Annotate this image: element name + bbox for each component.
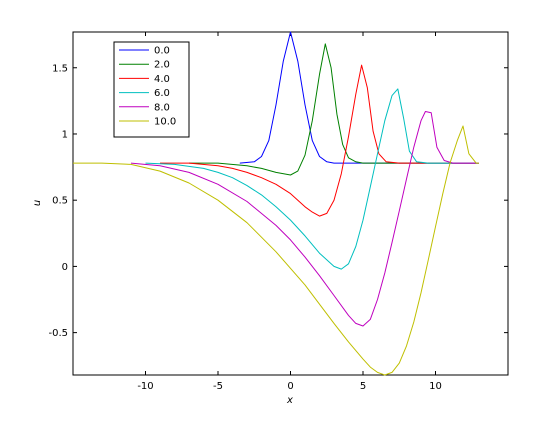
x-tick-label: -5 bbox=[213, 381, 223, 392]
legend-label: 4.0 bbox=[154, 74, 170, 85]
legend-label: 6.0 bbox=[154, 88, 170, 99]
y-axis-label: u bbox=[32, 200, 43, 206]
y-tick-label: 1 bbox=[62, 129, 68, 140]
y-tick-label: -0.5 bbox=[48, 328, 68, 339]
legend-label: 8.0 bbox=[154, 102, 170, 113]
x-tick-label: 10 bbox=[429, 381, 442, 392]
series-line-8-0 bbox=[130, 111, 479, 327]
x-tick-label: 0 bbox=[287, 381, 293, 392]
x-tick-label: -10 bbox=[137, 381, 153, 392]
y-tick-label: 0.5 bbox=[52, 196, 68, 207]
series-line-6-0 bbox=[145, 88, 479, 270]
x-axis-label: x bbox=[286, 395, 293, 406]
series-line-10-0 bbox=[73, 125, 479, 376]
series-line-0-0 bbox=[239, 31, 479, 164]
legend-label: 10.0 bbox=[154, 117, 176, 128]
legend-label: 0.0 bbox=[154, 46, 170, 57]
y-tick-label: 0 bbox=[62, 262, 68, 273]
series-line-4-0 bbox=[160, 64, 479, 217]
legend-box bbox=[113, 41, 190, 138]
legend: 0.0 2.0 4.0 6.0 8.0 10.0 bbox=[113, 41, 190, 138]
series-lines bbox=[73, 31, 479, 376]
y-tick-label: 1.5 bbox=[52, 63, 68, 74]
legend-label: 2.0 bbox=[154, 60, 170, 71]
series-line-2-0 bbox=[189, 43, 479, 176]
x-tick-label: 5 bbox=[360, 381, 366, 392]
ticks: -10 -5 0 5 10 -0.5 0 0.5 1 1.5 bbox=[48, 32, 508, 392]
